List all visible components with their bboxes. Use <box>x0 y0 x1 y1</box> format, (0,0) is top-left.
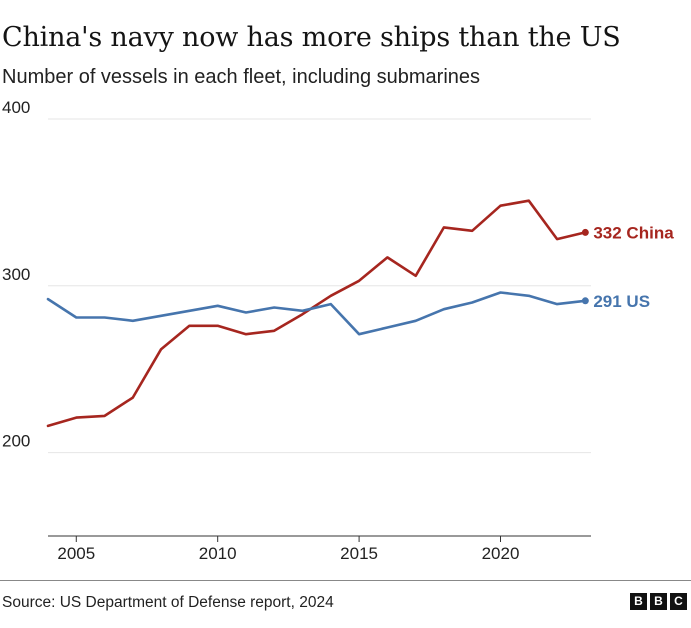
series-label-us: 291 US <box>593 292 650 311</box>
bbc-logo-letter-b2: B <box>650 593 667 610</box>
series-line-china <box>46 199 587 428</box>
y-tick-label-400: 400 <box>2 98 30 117</box>
x-tick-label-2020: 2020 <box>482 544 520 563</box>
chart-title: China's navy now has more ships than the… <box>2 22 621 53</box>
y-tick-label-200: 200 <box>2 432 30 451</box>
x-tick-label-2010: 2010 <box>199 544 237 563</box>
y-tick-label-300: 300 <box>2 265 30 284</box>
bbc-logo-letter-c: C <box>670 593 687 610</box>
bbc-logo-letter-b1: B <box>630 593 647 610</box>
series-end-marker-china <box>581 228 589 236</box>
series-line-us <box>46 291 587 336</box>
series-label-china: 332 China <box>593 223 674 242</box>
bbc-logo: B B C <box>630 593 687 610</box>
source-note: Source: US Department of Defense report,… <box>2 594 334 611</box>
chart-subtitle: Number of vessels in each fleet, includi… <box>2 66 481 88</box>
footer-divider <box>0 580 691 581</box>
x-tick-label-2015: 2015 <box>340 544 378 563</box>
x-tick-label-2005: 2005 <box>57 544 95 563</box>
series-end-marker-us <box>581 297 589 305</box>
